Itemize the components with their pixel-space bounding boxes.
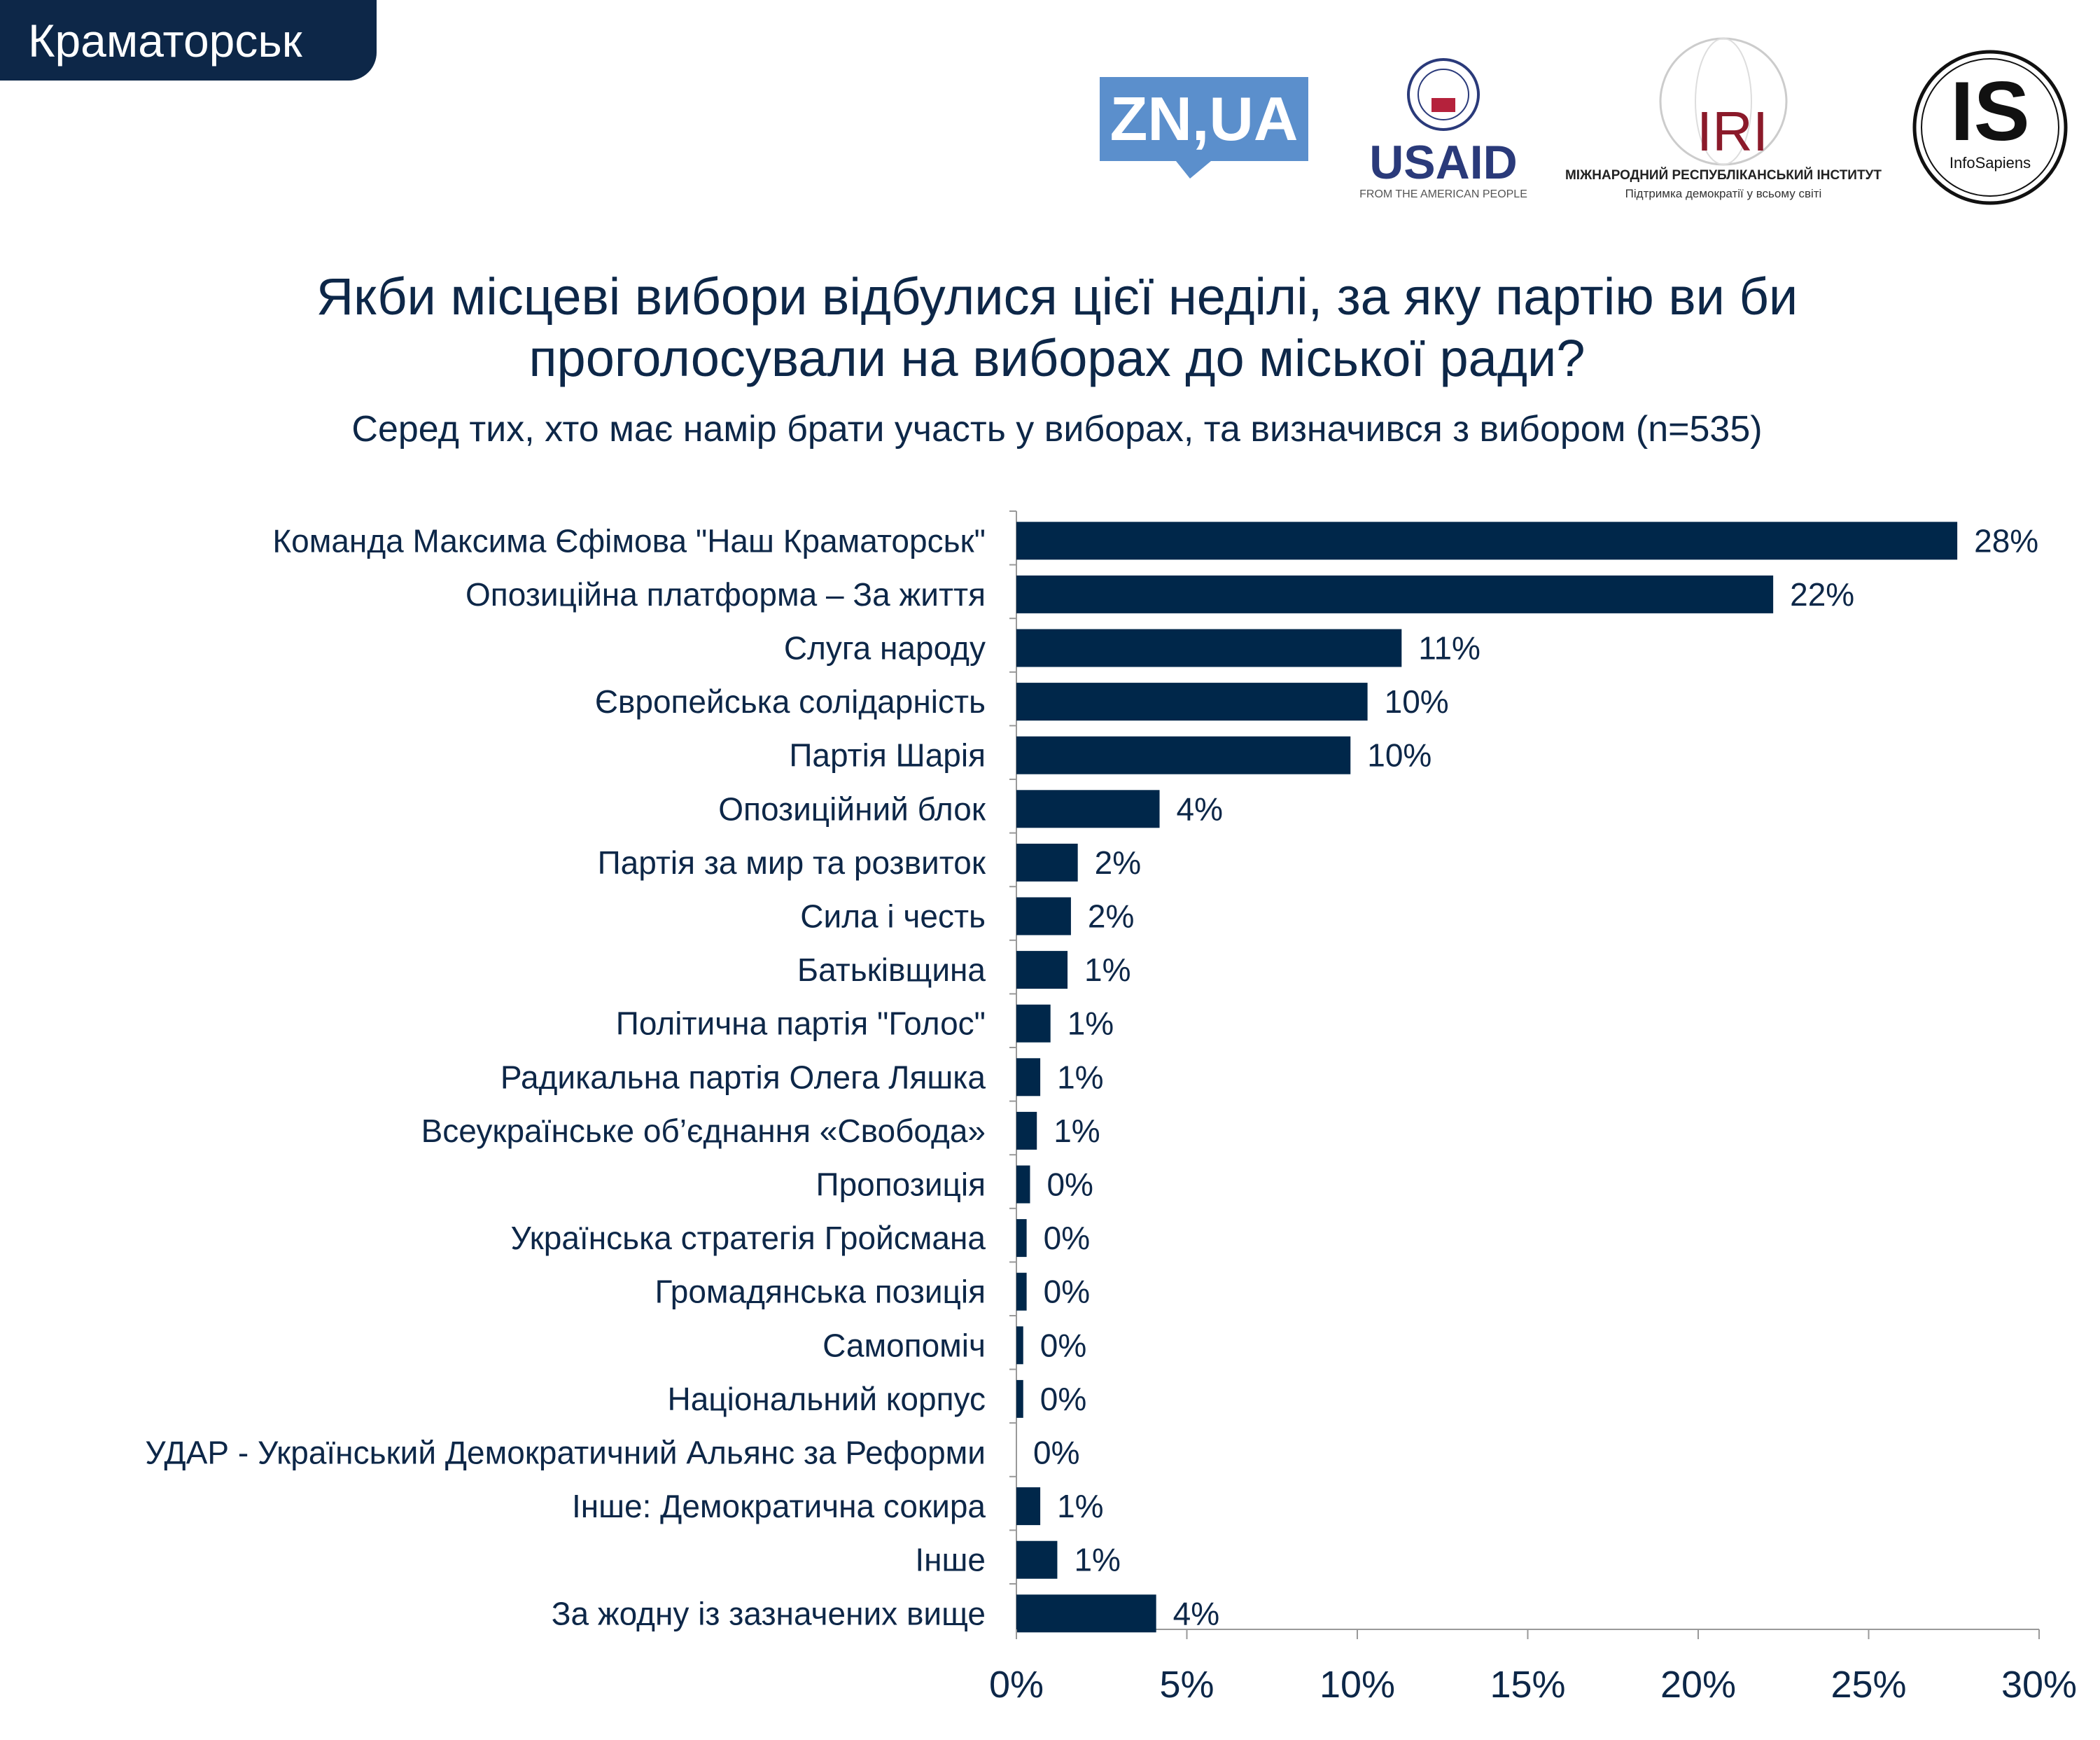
svg-text:Підтримка демократії у всьому: Підтримка демократії у всьому світі — [1625, 187, 1822, 200]
category-label: Партія Шарія — [789, 737, 986, 774]
x-tick-label: 20% — [1660, 1664, 1736, 1706]
category-label: Українська стратегія Гройсмана — [510, 1220, 986, 1256]
bar — [1016, 790, 1160, 828]
data-label: 28% — [1974, 522, 2038, 559]
data-label: 4% — [1177, 791, 1223, 827]
data-label: 1% — [1074, 1542, 1120, 1578]
data-label: 1% — [1057, 1488, 1103, 1524]
category-label: Європейська солідарність — [595, 683, 986, 720]
bar — [1016, 1058, 1041, 1097]
category-label: Пропозиція — [816, 1167, 986, 1203]
data-label: 2% — [1088, 898, 1134, 935]
category-label: Опозиційний блок — [718, 791, 986, 827]
data-label: 22% — [1790, 576, 1854, 613]
bar — [1016, 522, 1958, 560]
data-label: 4% — [1173, 1595, 1219, 1631]
bar — [1016, 951, 1068, 989]
usaid-logo: USAID FROM THE AMERICAN PEOPLE — [1359, 58, 1527, 200]
category-label: Опозиційна платформа – За життя — [465, 576, 986, 613]
svg-text:IRI: IRI — [1697, 100, 1768, 162]
data-label: 0% — [1044, 1220, 1090, 1256]
data-label: 10% — [1385, 683, 1449, 720]
chart-heading: Якби місцеві вибори відбулися цієї неділ… — [70, 266, 2044, 451]
data-label: 0% — [1044, 1274, 1090, 1310]
category-label: Партія за мир та розвиток — [598, 844, 986, 881]
znua-logo: ZN,UA — [1100, 77, 1308, 179]
category-label: Інше: Демократична сокира — [572, 1488, 986, 1524]
bar — [1016, 683, 1368, 721]
x-tick-label: 5% — [1159, 1664, 1214, 1706]
bar — [1016, 843, 1078, 882]
data-label: 2% — [1095, 844, 1141, 881]
category-label: Радикальна партія Олега Ляшка — [500, 1059, 986, 1095]
data-label: 1% — [1057, 1059, 1103, 1095]
category-label: Інше — [915, 1542, 986, 1578]
data-label: 1% — [1084, 952, 1130, 988]
category-label: Громадянська позиція — [654, 1274, 986, 1310]
bar — [1016, 1004, 1051, 1043]
svg-text:ZN,UA: ZN,UA — [1110, 84, 1298, 153]
svg-text:InfoSapiens: InfoSapiens — [1949, 154, 2031, 172]
bar — [1016, 1219, 1027, 1258]
x-tick-label: 10% — [1320, 1664, 1395, 1706]
bar — [1016, 1487, 1041, 1526]
bar — [1016, 1540, 1058, 1579]
category-label: Батьківщина — [797, 952, 986, 988]
bar — [1016, 629, 1402, 667]
city-label: Краматорськ — [0, 0, 377, 81]
category-label: Слуга народу — [784, 630, 986, 667]
bar — [1016, 1326, 1023, 1365]
chart-title: Якби місцеві вибори відбулися цієї неділ… — [316, 267, 1798, 387]
iri-logo: IRI МІЖНАРОДНИЙ РЕСПУБЛІКАНСЬКИЙ ІНСТИТУ… — [1565, 37, 1882, 200]
svg-text:USAID: USAID — [1369, 136, 1518, 189]
data-label: 0% — [1040, 1327, 1086, 1363]
infosapiens-logo: IS InfoSapiens — [1912, 50, 2068, 205]
category-label: Політична партія "Голос" — [616, 1005, 986, 1042]
category-label: Сила і честь — [800, 898, 986, 935]
bar — [1016, 897, 1071, 935]
data-label: 11% — [1418, 630, 1480, 667]
svg-text:МІЖНАРОДНИЙ РЕСПУБЛІКАНСЬКИЙ І: МІЖНАРОДНИЙ РЕСПУБЛІКАНСЬКИЙ ІНСТИТУТ — [1565, 167, 1882, 183]
bar — [1016, 736, 1351, 774]
svg-text:IS: IS — [1950, 64, 2029, 158]
bar — [1016, 1594, 1156, 1633]
category-label: Всеукраїнське об’єднання «Свобода» — [421, 1113, 986, 1149]
chart-subtitle: Серед тих, хто має намір брати участь у … — [351, 409, 1763, 450]
category-label: Самопоміч — [822, 1327, 986, 1363]
svg-text:FROM THE AMERICAN PEOPLE: FROM THE AMERICAN PEOPLE — [1359, 188, 1527, 200]
data-label: 10% — [1367, 737, 1432, 774]
data-label: 0% — [1033, 1435, 1079, 1471]
partner-logos: ZN,UA USAID FROM THE AMERICAN PEOPLE IRI… — [1100, 37, 2068, 205]
x-tick-label: 0% — [989, 1664, 1044, 1706]
data-label: 0% — [1046, 1167, 1093, 1203]
bar — [1016, 1272, 1027, 1311]
bar — [1016, 1165, 1030, 1204]
data-label: 0% — [1040, 1381, 1086, 1417]
data-label: 1% — [1054, 1113, 1100, 1149]
x-tick-label: 30% — [2001, 1664, 2077, 1706]
x-tick-label: 15% — [1490, 1664, 1565, 1706]
bar — [1016, 1379, 1023, 1418]
x-tick-label: 25% — [1830, 1664, 1906, 1706]
bar — [1016, 575, 1774, 613]
category-label: УДАР - Український Демократичний Альянс … — [145, 1435, 986, 1471]
category-label: За жодну із зазначених вище — [552, 1595, 986, 1631]
data-label: 1% — [1068, 1005, 1114, 1042]
category-label: Національний корпус — [667, 1381, 986, 1417]
category-label: Команда Максима Єфімова "Наш Краматорськ… — [272, 522, 986, 559]
bar — [1016, 1111, 1037, 1150]
